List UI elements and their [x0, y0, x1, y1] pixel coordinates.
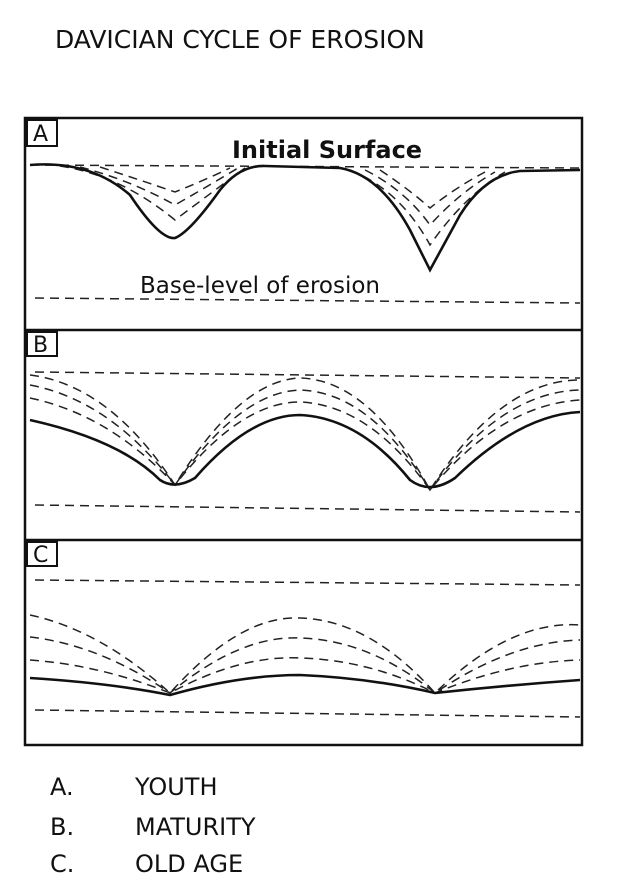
valley-stage: [364, 169, 496, 227]
valley-stage: [79, 166, 239, 206]
valley-stage: [99, 166, 231, 193]
profile-stage: [29, 384, 581, 492]
annotation: Base-level of erosion: [140, 273, 380, 299]
panel-label-box: [26, 541, 58, 567]
profile-stage: [29, 657, 581, 694]
base-level: [34, 297, 581, 304]
valley-stage: [349, 169, 506, 247]
valley-stage: [379, 169, 486, 209]
initial-surface: [34, 371, 581, 379]
profile: [29, 410, 581, 489]
profile-stage: [29, 397, 581, 492]
profile-stage: [29, 374, 581, 492]
base-level: [34, 504, 581, 513]
frame: [23, 116, 584, 747]
legend-key: A.: [50, 773, 74, 801]
panel-label: C: [33, 543, 48, 568]
panel-label: A: [33, 122, 48, 147]
base-level: [34, 709, 581, 718]
title: DAVICIAN CYCLE OF EROSION: [55, 25, 425, 54]
legend-key: B.: [50, 813, 74, 841]
initial-surface: [34, 579, 581, 586]
profile: [29, 163, 581, 273]
legend-text: OLD AGE: [135, 850, 243, 878]
profile-stage: [29, 614, 581, 695]
panel-label-box: [26, 331, 58, 357]
panel-label-box: [26, 119, 58, 147]
profile: [29, 673, 581, 697]
legend-text: MATURITY: [135, 813, 256, 841]
annotation: Initial Surface: [232, 136, 422, 164]
panel-label: B: [33, 333, 48, 358]
legend-key: C.: [50, 850, 74, 878]
legend-text: YOUTH: [134, 773, 218, 801]
profile-stage: [29, 636, 581, 694]
